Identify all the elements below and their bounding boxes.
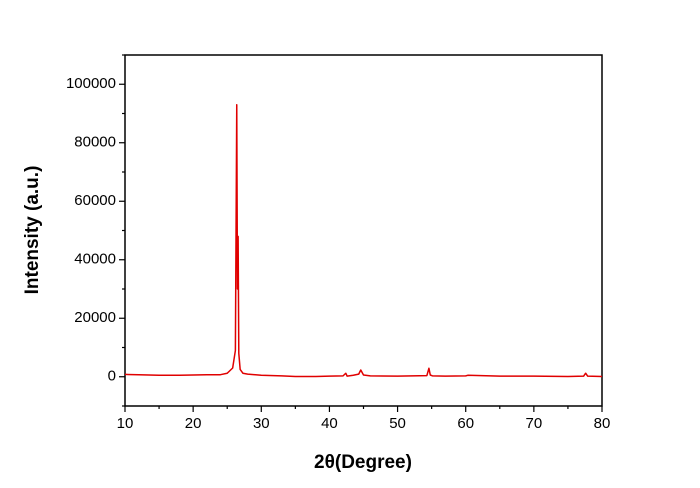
x-tick-label: 60 [457, 415, 474, 432]
y-tick-label: 100000 [66, 75, 116, 92]
x-tick-label: 40 [321, 415, 338, 432]
y-tick-label: 0 [108, 368, 116, 385]
x-axis-label: 2θ(Degree) [314, 452, 412, 473]
plot-frame [124, 54, 603, 407]
data-line [124, 103, 603, 378]
y-tick-label: 20000 [74, 309, 116, 326]
y-axis-label: Intensity (a.u.) [22, 166, 43, 295]
x-tick-label: 10 [117, 415, 134, 432]
x-tick-label: 80 [594, 415, 611, 432]
y-tick-label: 60000 [74, 192, 116, 209]
y-tick-label: 40000 [74, 251, 116, 268]
x-tick-label: 20 [185, 415, 202, 432]
x-tick-label: 30 [253, 415, 270, 432]
x-tick-label: 50 [389, 415, 406, 432]
y-tick-label: 80000 [74, 134, 116, 151]
x-tick-label: 70 [526, 415, 543, 432]
